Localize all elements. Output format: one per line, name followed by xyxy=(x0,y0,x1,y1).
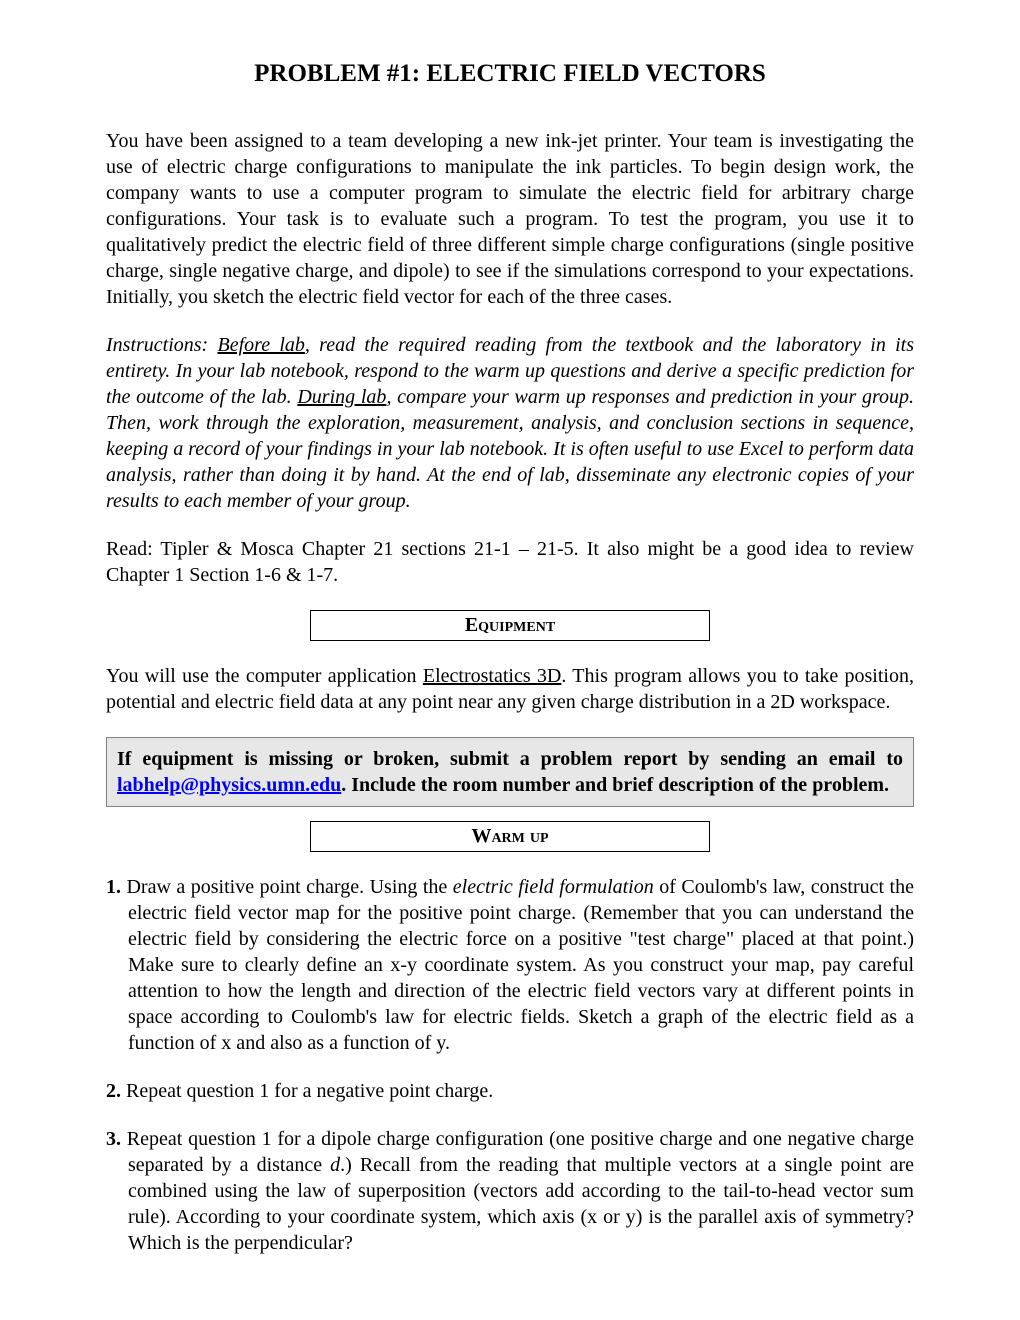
reading-paragraph: Read: Tipler & Mosca Chapter 21 sections… xyxy=(106,536,914,588)
warmup-1-part1: Draw a positive point charge. Using the xyxy=(121,876,453,898)
instructions-paragraph: Instructions: Before lab, read the requi… xyxy=(106,332,914,514)
warmup-item-3: 3. Repeat question 1 for a dipole charge… xyxy=(106,1126,914,1256)
app-name: Electrostatics 3D xyxy=(423,665,561,687)
before-lab-label: Before lab xyxy=(218,334,305,356)
warmup-1-part2: of Coulomb's law, construct the electric… xyxy=(128,876,914,1054)
email-link[interactable]: labhelp@physics.umn.edu xyxy=(117,774,341,796)
equipment-heading-wrapper: Equipment xyxy=(106,610,914,641)
warmup-3-number: 3. xyxy=(106,1128,121,1150)
equipment-notice-box: If equipment is missing or broken, submi… xyxy=(106,737,914,807)
warmup-item-2: 2. Repeat question 1 for a negative poin… xyxy=(106,1078,914,1104)
warmup-heading-wrapper: Warm up xyxy=(106,821,914,852)
warmup-1-number: 1. xyxy=(106,876,121,898)
equipment-heading: Equipment xyxy=(310,610,710,641)
equipment-paragraph: You will use the computer application El… xyxy=(106,663,914,715)
equipment-box-part2: . Include the room number and brief desc… xyxy=(341,774,889,796)
warmup-1-italic: electric field formulation xyxy=(453,876,654,898)
warmup-3-italic: d xyxy=(330,1154,340,1176)
page-title: PROBLEM #1: ELECTRIC FIELD VECTORS xyxy=(106,60,914,88)
during-lab-label: During lab xyxy=(297,386,386,408)
warmup-2-number: 2. xyxy=(106,1080,121,1102)
intro-paragraph: You have been assigned to a team develop… xyxy=(106,128,914,310)
warmup-item-1: 1. Draw a positive point charge. Using t… xyxy=(106,874,914,1056)
warmup-2-text: Repeat question 1 for a negative point c… xyxy=(121,1080,493,1102)
equipment-box-part1: If equipment is missing or broken, submi… xyxy=(117,748,903,770)
equipment-text-part1: You will use the computer application xyxy=(106,665,423,687)
instructions-label: Instructions: xyxy=(106,334,218,356)
warmup-heading: Warm up xyxy=(310,821,710,852)
